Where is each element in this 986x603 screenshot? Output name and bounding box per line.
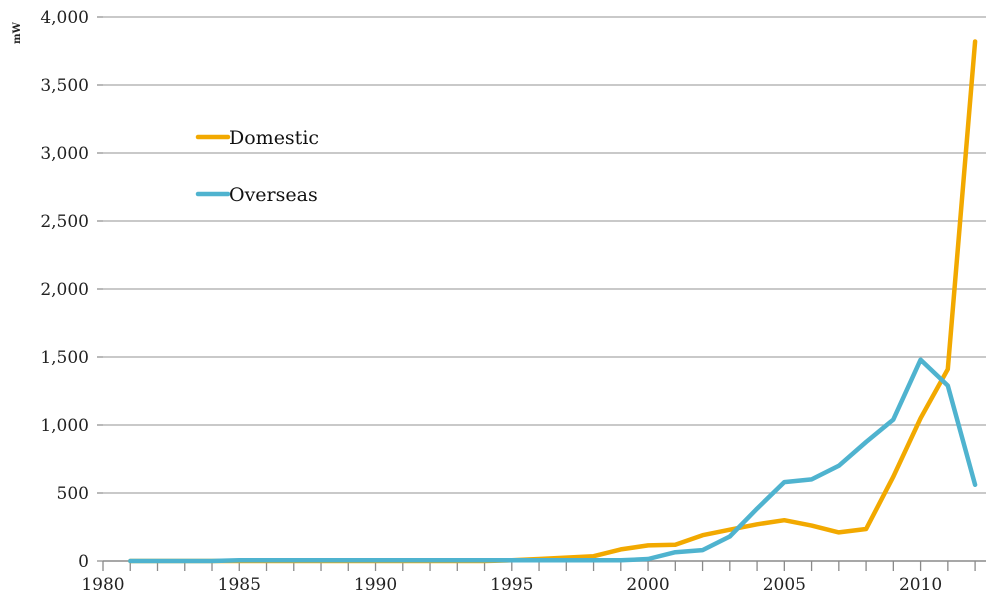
x-tick-label: 1995 <box>490 575 533 595</box>
legend-label-overseas: Overseas <box>229 184 318 206</box>
x-tick-label: 1985 <box>218 575 261 595</box>
x-tick-label: 2000 <box>626 575 669 595</box>
series-lines <box>128 39 978 564</box>
series-line-domestic <box>128 39 978 564</box>
y-axis-tick-labels: 0 500 1,000 1,500 2,000 2,500 3,000 3,500 4,000 <box>40 8 89 572</box>
x-tick-label: 2005 <box>763 575 806 595</box>
y-tick-label: 4,000 <box>40 8 89 28</box>
x-tick-label: 1980 <box>81 575 124 595</box>
legend-label-domestic: Domestic <box>229 127 319 149</box>
legend: Domestic Overseas <box>195 127 319 206</box>
gridlines <box>103 16 986 494</box>
y-tick-label: 500 <box>57 484 89 504</box>
y-axis-unit-label: mW <box>12 21 23 44</box>
series-line-overseas <box>128 357 978 564</box>
x-tick-label: 1990 <box>354 575 397 595</box>
y-tick-label: 3,000 <box>40 144 89 164</box>
y-tick-label: 2,000 <box>40 280 89 300</box>
y-tick-label: 2,500 <box>40 212 89 232</box>
y-tick-label: 0 <box>78 552 89 572</box>
x-axis <box>97 16 986 571</box>
x-tick-label: 2010 <box>899 575 942 595</box>
y-tick-label: 1,500 <box>40 348 89 368</box>
y-tick-label: 3,500 <box>40 76 89 96</box>
x-axis-tick-labels: 1980 1985 1990 1995 2000 2005 2010 <box>81 575 942 595</box>
y-tick-label: 1,000 <box>40 416 89 436</box>
